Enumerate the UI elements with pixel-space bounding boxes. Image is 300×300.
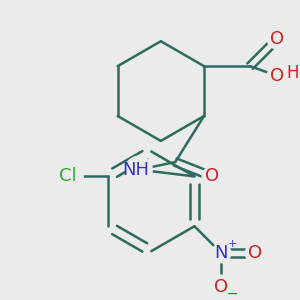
Circle shape	[267, 30, 286, 49]
Circle shape	[125, 156, 152, 183]
Text: −: −	[227, 287, 238, 300]
Circle shape	[210, 275, 233, 298]
Text: O: O	[214, 278, 228, 296]
Text: NH: NH	[122, 161, 149, 179]
Text: O: O	[205, 167, 219, 185]
Text: H: H	[286, 64, 298, 82]
Text: +: +	[228, 239, 238, 250]
Text: Cl: Cl	[59, 167, 76, 185]
Circle shape	[245, 244, 264, 263]
Circle shape	[267, 66, 286, 85]
Text: N: N	[214, 244, 228, 262]
Text: O: O	[248, 244, 262, 262]
Circle shape	[56, 163, 83, 190]
Text: O: O	[270, 30, 284, 48]
Circle shape	[212, 244, 231, 263]
Text: O: O	[270, 67, 284, 85]
Circle shape	[202, 167, 221, 186]
